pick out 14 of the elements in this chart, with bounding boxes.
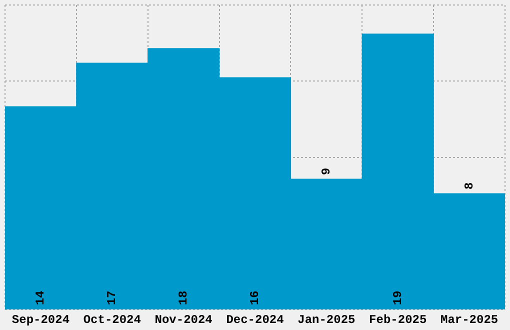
- data-label: 9: [319, 168, 334, 176]
- data-label: 17: [105, 290, 120, 306]
- data-label: 18: [176, 290, 191, 306]
- data-label: 16: [248, 290, 262, 306]
- x-tick-label: Feb-2025: [369, 312, 427, 327]
- x-tick-label: Jan-2025: [298, 312, 356, 327]
- x-tick-label: Mar-2025: [440, 312, 498, 327]
- x-tick-label: Nov-2024: [154, 312, 212, 327]
- x-tick-label: Oct-2024: [83, 312, 141, 327]
- x-tick-label: Sep-2024: [12, 312, 70, 327]
- x-tick-label: Dec-2024: [226, 312, 284, 327]
- data-label: 8: [462, 182, 476, 190]
- data-label: 19: [390, 290, 405, 306]
- data-label: 14: [34, 290, 48, 306]
